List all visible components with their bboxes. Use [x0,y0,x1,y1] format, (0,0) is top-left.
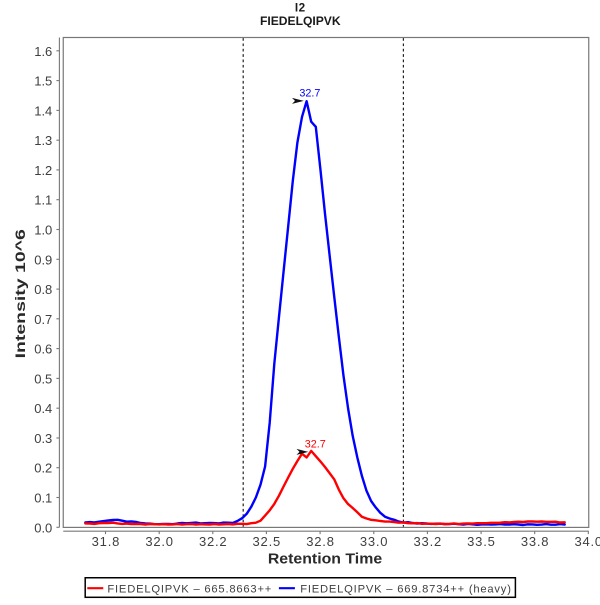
svg-text:0.4: 0.4 [34,401,52,416]
svg-text:32.8: 32.8 [306,534,335,549]
svg-text:FIEDELQIPVK – 669.8734++ (heav: FIEDELQIPVK – 669.8734++ (heavy) [300,583,512,595]
svg-text:32.7: 32.7 [299,88,320,100]
svg-text:1.4: 1.4 [34,103,52,118]
svg-text:0.3: 0.3 [34,431,52,446]
svg-text:FIEDELQIPVK: FIEDELQIPVK [260,14,341,28]
svg-text:FIEDELQIPVK – 665.8663++: FIEDELQIPVK – 665.8663++ [107,583,272,595]
svg-text:1.6: 1.6 [34,44,52,59]
svg-text:Retention Time: Retention Time [268,550,382,567]
svg-text:0.5: 0.5 [34,371,52,386]
svg-text:0.0: 0.0 [34,520,52,535]
svg-text:0.9: 0.9 [34,252,52,267]
svg-text:1.0: 1.0 [34,223,52,238]
svg-text:0.6: 0.6 [34,342,52,357]
svg-text:1.3: 1.3 [34,133,52,148]
svg-text:I2: I2 [295,1,306,14]
svg-text:1.2: 1.2 [34,163,52,178]
svg-text:31.8: 31.8 [92,534,121,549]
svg-text:32.2: 32.2 [199,534,228,549]
svg-text:32.5: 32.5 [253,534,282,549]
svg-text:33.2: 33.2 [414,534,443,549]
svg-text:0.1: 0.1 [34,491,52,506]
svg-text:1.5: 1.5 [34,74,52,89]
svg-text:0.7: 0.7 [34,312,52,327]
svg-text:33.5: 33.5 [467,534,496,549]
svg-text:33.8: 33.8 [521,534,550,549]
svg-text:32.0: 32.0 [145,534,174,549]
svg-text:0.2: 0.2 [34,461,52,476]
svg-text:1.1: 1.1 [34,193,52,208]
svg-text:34.0: 34.0 [574,534,600,549]
svg-text:0.8: 0.8 [34,282,52,297]
svg-text:32.7: 32.7 [305,438,326,450]
svg-text:Intensity 10^6: Intensity 10^6 [13,229,28,359]
svg-text:33.0: 33.0 [360,534,389,549]
